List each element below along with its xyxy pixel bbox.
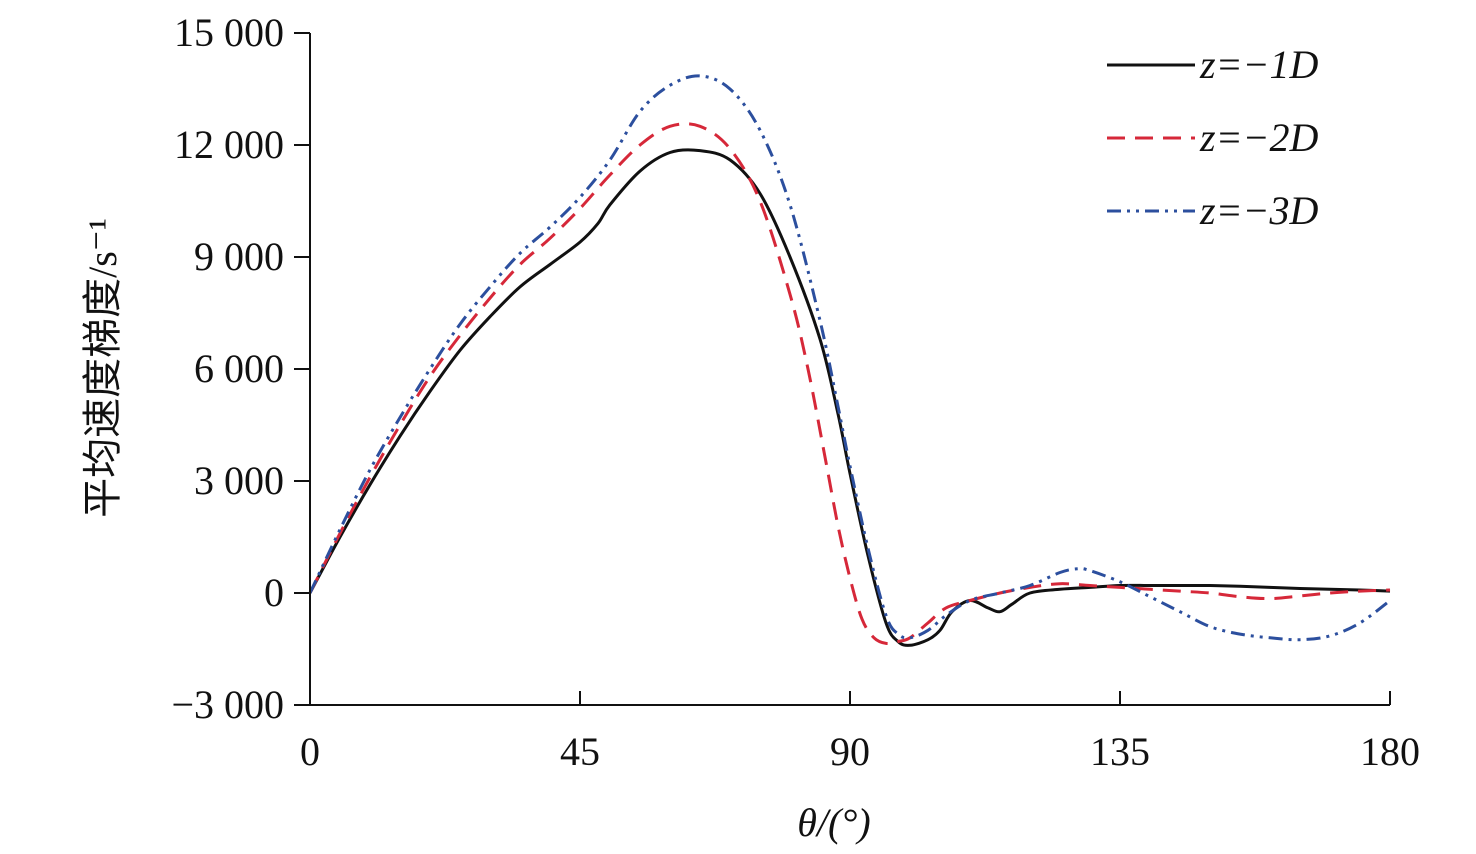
legend-label-3: z=−3D — [1199, 188, 1319, 233]
x-tick-label: 45 — [560, 729, 600, 774]
y-tick-label: 6 000 — [194, 346, 284, 391]
y-tick-label: 3 000 — [194, 458, 284, 503]
plot-area — [308, 74, 1391, 647]
series-line-3 — [308, 74, 1391, 642]
y-tick-label: 0 — [264, 570, 284, 615]
y-tick-label: −3 000 — [171, 682, 284, 727]
y-tick-label: 12 000 — [174, 122, 284, 167]
series-line-2 — [308, 122, 1391, 646]
series-line-1 — [308, 148, 1391, 647]
x-tick-label: 135 — [1090, 729, 1150, 774]
y-tick-label: 9 000 — [194, 234, 284, 279]
x-tick-label: 0 — [300, 729, 320, 774]
x-ticks: 0 45 90 135 180 — [300, 691, 1420, 774]
y-ticks: −3 000 0 3 000 6 000 9 000 12 000 15 000 — [171, 10, 310, 727]
legend-label-2: z=−2D — [1199, 115, 1319, 160]
x-tick-label: 90 — [830, 729, 870, 774]
x-tick-label: 180 — [1360, 729, 1420, 774]
x-axis-title: θ/(°) — [797, 800, 870, 845]
y-tick-label: 15 000 — [174, 10, 284, 55]
legend-label-1: z=−1D — [1199, 42, 1319, 87]
axes: −3 000 0 3 000 6 000 9 000 12 000 15 000 0 45 90… — [171, 10, 1420, 774]
y-axis-title: 平均速度梯度/s⁻¹ — [80, 218, 125, 518]
legend: z=−1D z=−2D z=−3D — [1107, 42, 1319, 233]
